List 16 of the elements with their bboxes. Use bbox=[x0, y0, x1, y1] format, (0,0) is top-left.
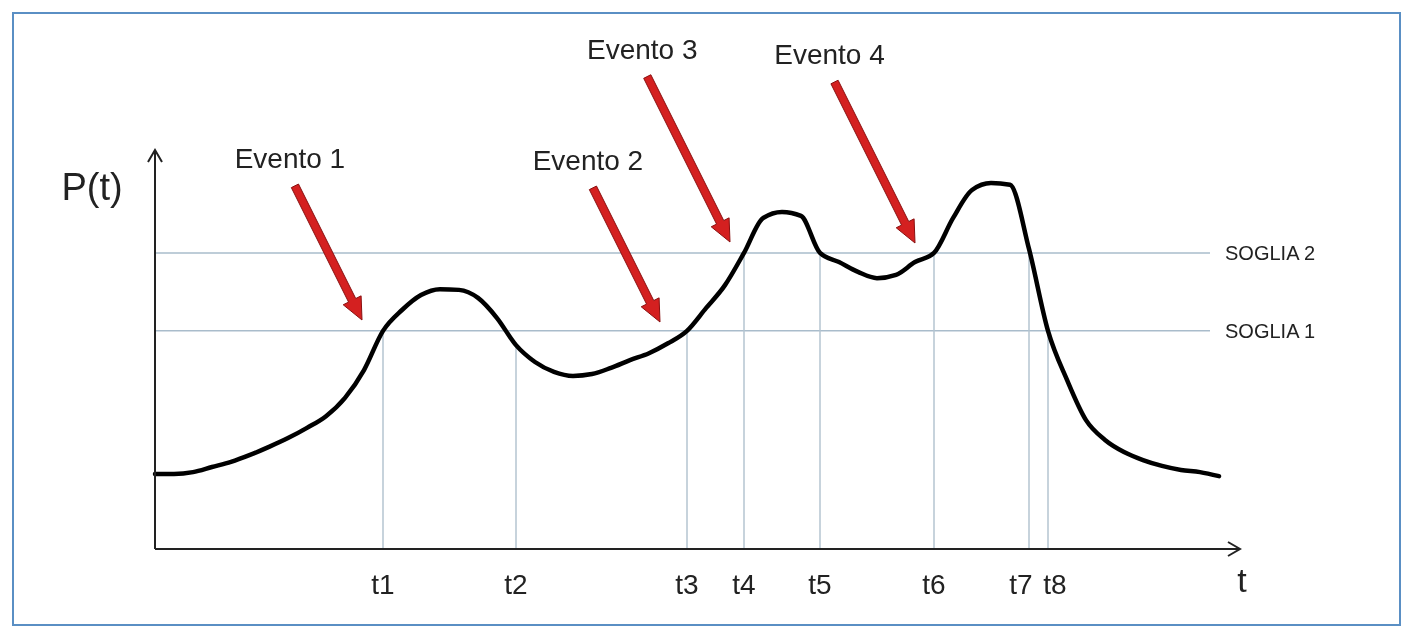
x-tick-label: t1 bbox=[371, 569, 395, 600]
x-tick-label: t5 bbox=[808, 569, 832, 600]
x-tick-label: t3 bbox=[675, 569, 699, 600]
x-tick-label: t8 bbox=[1043, 569, 1067, 600]
x-tick-label: t7 bbox=[1009, 569, 1033, 600]
text: Evento 4 bbox=[774, 39, 885, 70]
text: Evento 2 bbox=[532, 144, 644, 176]
ref-line-label: SOGLIA 2 bbox=[1225, 241, 1316, 264]
x-tick-label: t2 bbox=[504, 569, 528, 600]
ref-line-label: SOGLIA 1 bbox=[1225, 319, 1316, 342]
text: Evento 1 bbox=[234, 142, 346, 174]
text: Evento 3 bbox=[587, 33, 698, 65]
x-tick-label: t6 bbox=[922, 569, 946, 600]
x-tick-label: t4 bbox=[732, 569, 756, 600]
y-axis-title: P(t) bbox=[61, 166, 123, 208]
x-axis-title: t bbox=[1237, 561, 1248, 599]
